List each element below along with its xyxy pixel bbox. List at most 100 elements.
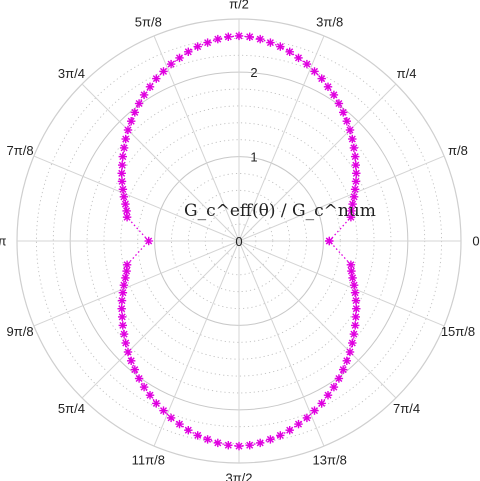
data-point: [349, 143, 359, 153]
data-point: [119, 143, 129, 153]
angle-tick-label: 9π/8: [7, 324, 34, 339]
data-point: [245, 441, 254, 450]
angle-tick-label: 3π/8: [316, 15, 343, 30]
angle-spokes: [17, 19, 461, 463]
spoke: [81, 83, 240, 242]
data-series: [117, 31, 361, 451]
data-point: [193, 42, 202, 51]
data-point: [117, 169, 126, 178]
center-label-text: G_c^eff(θ) / G_c^num: [184, 201, 376, 221]
data-point: [350, 185, 360, 194]
data-point: [334, 99, 344, 108]
spoke: [238, 35, 325, 242]
data-point: [339, 108, 348, 117]
data-point: [145, 82, 155, 92]
data-point: [123, 347, 133, 357]
spoke: [238, 240, 445, 327]
angle-tick-label: 3π/4: [58, 66, 85, 81]
radial-tick-label: 0: [235, 234, 242, 249]
angle-tick-label: 0: [472, 234, 479, 249]
angle-tick-label: 3π/2: [225, 471, 252, 481]
data-point: [117, 296, 127, 305]
angle-tick-label: π/2: [229, 0, 249, 12]
data-point: [184, 47, 193, 56]
spoke: [238, 155, 445, 242]
data-point: [166, 59, 176, 69]
data-point: [310, 67, 319, 76]
data-point: [349, 192, 359, 202]
data-point: [351, 296, 361, 305]
data-point: [329, 382, 339, 392]
data-point: [118, 185, 128, 194]
data-point: [213, 438, 223, 448]
data-point: [123, 125, 133, 135]
data-point: [152, 74, 161, 83]
data-point: [348, 338, 357, 348]
data-point: [166, 413, 176, 423]
data-point: [342, 116, 351, 126]
data-point: [193, 431, 202, 440]
spoke: [33, 240, 240, 327]
angle-tick-label: 11π/8: [132, 452, 165, 467]
data-point: [224, 32, 233, 41]
center-label: G_c^eff(θ) / G_c^num: [184, 201, 376, 221]
spoke: [153, 240, 240, 447]
data-point: [323, 82, 333, 92]
data-point: [175, 419, 184, 429]
data-point: [122, 260, 132, 269]
data-point: [118, 321, 128, 330]
data-point: [121, 338, 130, 348]
data-point: [152, 399, 161, 408]
spoke: [153, 35, 240, 242]
data-point: [276, 431, 285, 440]
data-point: [224, 441, 233, 450]
data-point: [346, 260, 356, 269]
data-point: [126, 356, 136, 365]
angle-tick-label: 5π/8: [135, 15, 162, 30]
data-point: [352, 169, 361, 178]
data-point: [348, 273, 357, 283]
radial-tick-label: 1: [250, 150, 257, 165]
spoke: [81, 240, 240, 399]
data-point: [118, 152, 128, 161]
data-point: [329, 90, 339, 100]
data-point: [325, 236, 334, 246]
data-point: [130, 365, 140, 374]
data-point: [139, 90, 149, 100]
data-point: [117, 312, 127, 322]
data-point: [256, 438, 265, 448]
data-point: [345, 125, 355, 135]
data-point: [159, 67, 168, 76]
data-point: [310, 406, 319, 415]
data-point: [285, 47, 294, 56]
spoke: [238, 240, 325, 447]
data-point: [203, 38, 212, 47]
data-point: [175, 53, 184, 63]
data-point: [347, 206, 356, 216]
data-point: [159, 406, 168, 415]
data-point: [334, 374, 344, 383]
data-point: [122, 212, 132, 222]
data-point: [351, 177, 361, 186]
data-point: [350, 288, 360, 297]
data-point: [144, 236, 153, 246]
data-point: [351, 321, 360, 330]
angle-tick-label: π/8: [448, 143, 468, 158]
data-point: [119, 329, 129, 339]
data-point: [348, 199, 357, 209]
data-point: [351, 152, 360, 161]
data-point: [130, 108, 140, 117]
data-point: [117, 304, 126, 313]
data-point: [139, 382, 149, 392]
data-point: [266, 38, 275, 47]
data-point: [134, 99, 144, 108]
data-point: [302, 413, 312, 423]
data-point: [119, 281, 129, 290]
data-point: [349, 281, 359, 290]
data-point: [117, 177, 127, 186]
data-point: [117, 160, 127, 170]
data-point: [317, 74, 326, 83]
data-point: [317, 399, 326, 408]
data-point: [323, 391, 333, 400]
